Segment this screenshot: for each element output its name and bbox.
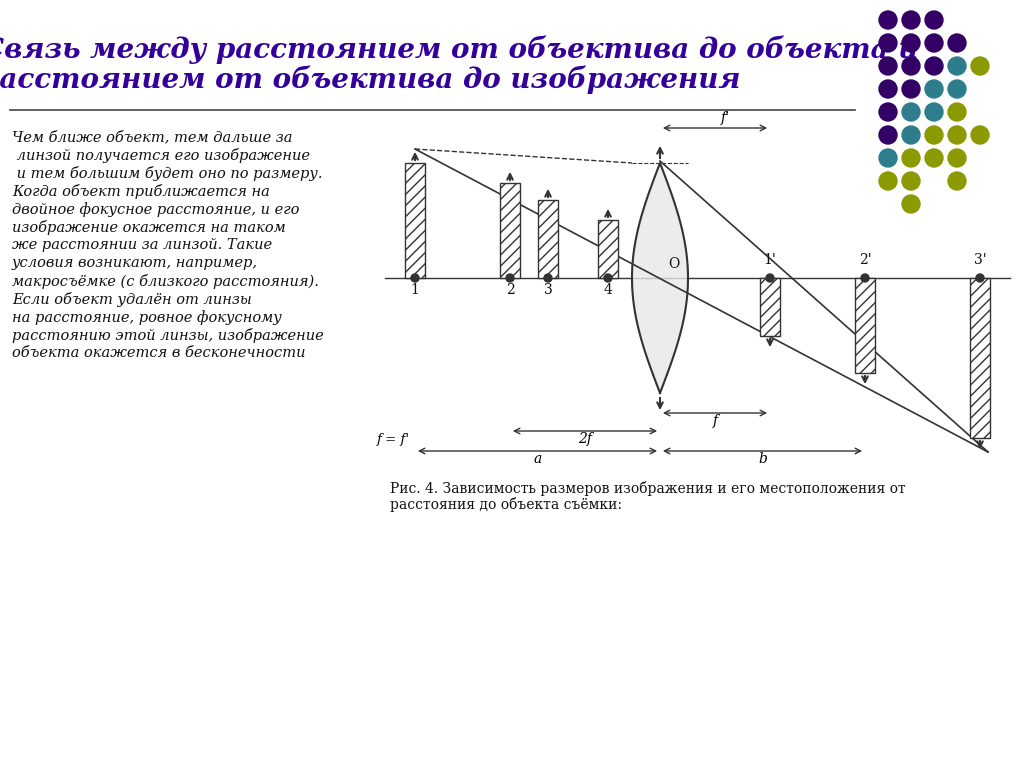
Polygon shape [632, 163, 688, 393]
Text: 2': 2' [859, 253, 871, 267]
Circle shape [879, 149, 897, 167]
Circle shape [861, 274, 869, 282]
Text: 3': 3' [974, 253, 986, 267]
Circle shape [948, 126, 966, 144]
Circle shape [902, 34, 920, 52]
Circle shape [971, 126, 989, 144]
Bar [598, 220, 618, 278]
Circle shape [506, 274, 514, 282]
Circle shape [925, 103, 943, 121]
Text: 4: 4 [603, 283, 612, 297]
Text: 1: 1 [411, 283, 420, 297]
Circle shape [948, 57, 966, 75]
Text: линзой получается его изображение: линзой получается его изображение [12, 148, 310, 163]
Text: Рис. 4. Зависимость размеров изображения и его местоположения от: Рис. 4. Зависимость размеров изображения… [390, 481, 905, 496]
Circle shape [948, 172, 966, 190]
Text: объекта окажется в бесконечности: объекта окажется в бесконечности [12, 346, 305, 360]
Bar [538, 200, 558, 278]
Circle shape [902, 172, 920, 190]
Circle shape [879, 57, 897, 75]
Text: 3: 3 [544, 283, 552, 297]
Bar [760, 278, 780, 336]
Text: Когда объект приближается на: Когда объект приближается на [12, 184, 270, 199]
Text: f: f [713, 414, 718, 428]
Circle shape [925, 149, 943, 167]
Circle shape [879, 11, 897, 29]
Circle shape [902, 195, 920, 213]
Bar [855, 278, 874, 373]
Text: же расстоянии за линзой. Такие: же расстоянии за линзой. Такие [12, 238, 272, 252]
Circle shape [879, 80, 897, 98]
Circle shape [902, 11, 920, 29]
Circle shape [925, 34, 943, 52]
Text: O: O [668, 257, 679, 271]
Circle shape [879, 126, 897, 144]
Circle shape [925, 11, 943, 29]
Circle shape [879, 103, 897, 121]
Bar [970, 278, 990, 438]
Circle shape [544, 274, 552, 282]
Circle shape [604, 274, 612, 282]
Text: b: b [758, 452, 767, 466]
Text: макросъёмке (с близкого расстояния).: макросъёмке (с близкого расстояния). [12, 274, 318, 289]
Text: расстоянием от объектива до изображения: расстоянием от объектива до изображения [0, 66, 740, 94]
Circle shape [902, 80, 920, 98]
Text: 2f: 2f [578, 432, 592, 446]
Circle shape [948, 149, 966, 167]
Text: a: a [534, 452, 542, 466]
Circle shape [902, 126, 920, 144]
Text: Связь между расстоянием от объектива до объекта и: Связь между расстоянием от объектива до … [0, 36, 919, 65]
Circle shape [879, 34, 897, 52]
Bar [406, 163, 425, 278]
Text: изображение окажется на таком: изображение окажется на таком [12, 220, 286, 235]
Circle shape [976, 274, 984, 282]
Circle shape [902, 103, 920, 121]
Circle shape [948, 80, 966, 98]
Circle shape [948, 34, 966, 52]
Text: двойное фокусное расстояние, и его: двойное фокусное расстояние, и его [12, 202, 299, 217]
Text: f = f': f = f' [377, 433, 410, 446]
Bar [500, 183, 520, 278]
Circle shape [948, 103, 966, 121]
Circle shape [925, 80, 943, 98]
Text: и тем большим будет оно по размеру.: и тем большим будет оно по размеру. [12, 166, 323, 181]
Text: f': f' [721, 111, 729, 125]
Text: расстояния до объекта съёмки:: расстояния до объекта съёмки: [390, 497, 622, 512]
Circle shape [902, 57, 920, 75]
Text: Чем ближе объект, тем дальше за: Чем ближе объект, тем дальше за [12, 130, 293, 144]
Circle shape [971, 57, 989, 75]
Circle shape [766, 274, 774, 282]
Circle shape [411, 274, 419, 282]
Text: 1': 1' [764, 253, 776, 267]
Text: Если объект удалён от линзы: Если объект удалён от линзы [12, 292, 252, 307]
Circle shape [879, 172, 897, 190]
Circle shape [902, 149, 920, 167]
Text: условия возникают, например,: условия возникают, например, [12, 256, 258, 270]
Text: на расстояние, ровное фокусному: на расстояние, ровное фокусному [12, 310, 282, 325]
Circle shape [925, 57, 943, 75]
Text: 2: 2 [506, 283, 514, 297]
Text: расстоянию этой линзы, изображение: расстоянию этой линзы, изображение [12, 328, 324, 343]
Circle shape [925, 126, 943, 144]
